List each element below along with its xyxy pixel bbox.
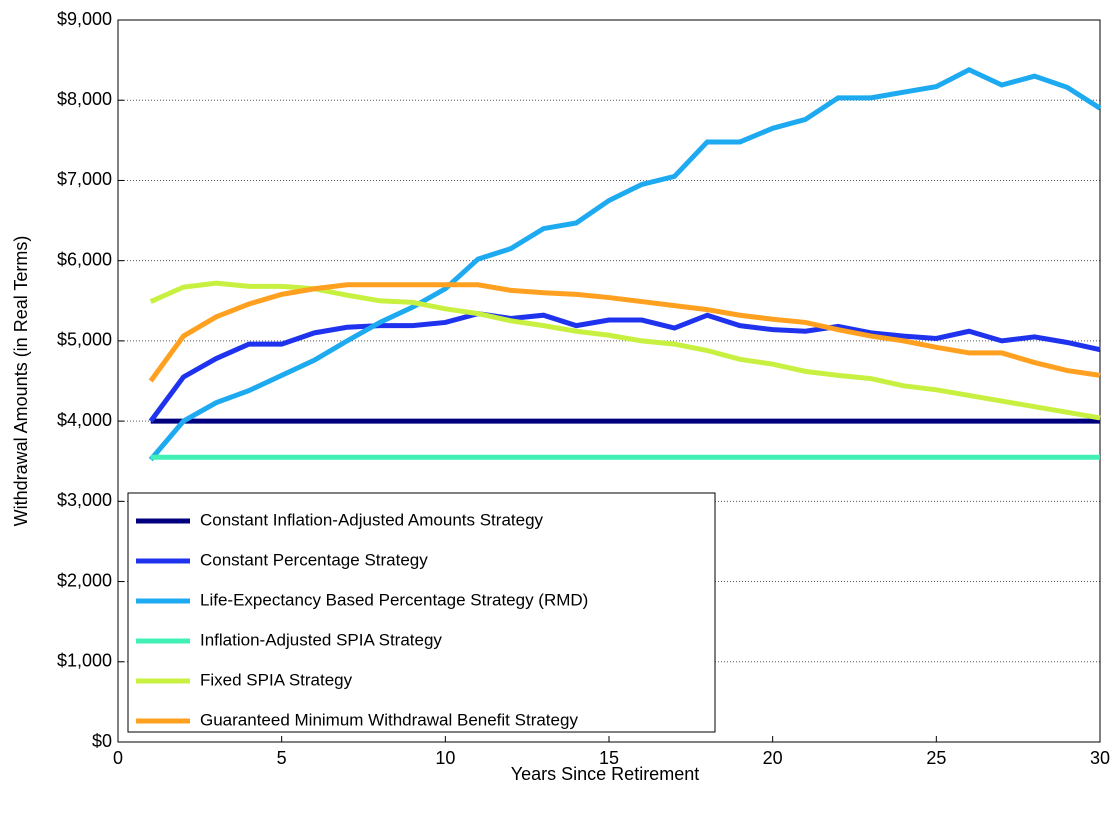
y-tick-label: $7,000	[57, 169, 112, 189]
y-tick-label: $2,000	[57, 570, 112, 590]
y-axis-label: Withdrawal Amounts (in Real Terms)	[11, 236, 31, 527]
x-tick-label: 10	[435, 748, 455, 768]
x-axis-label: Years Since Retirement	[511, 764, 699, 784]
x-tick-label: 20	[763, 748, 783, 768]
legend-label: Inflation-Adjusted SPIA Strategy	[200, 630, 442, 649]
plot-frame	[117, 19, 1101, 743]
line	[148, 311, 1101, 423]
legend-label: Constant Percentage Strategy	[200, 550, 428, 569]
y-tick-label: $8,000	[57, 89, 112, 109]
y-tick-label: $1,000	[57, 651, 112, 671]
legend-label: Fixed SPIA Strategy	[200, 670, 353, 689]
x-tick-label: 25	[926, 748, 946, 768]
y-tick-label: $9,000	[57, 9, 112, 29]
x-tick-label: 30	[1090, 748, 1110, 768]
y-tick-label: $5,000	[57, 330, 112, 350]
line	[148, 66, 1102, 462]
legend: Constant Inflation-Adjusted Amounts Stra…	[127, 492, 716, 733]
y-tick-label: $3,000	[57, 490, 112, 510]
legend-label: Constant Inflation-Adjusted Amounts Stra…	[200, 510, 544, 529]
legend-label: Guaranteed Minimum Withdrawal Benefit St…	[200, 710, 578, 729]
legend-box	[127, 492, 716, 733]
x-tick-label: 5	[277, 748, 287, 768]
line	[148, 282, 1101, 383]
y-tick-label: $6,000	[57, 249, 112, 269]
y-tick-label: $4,000	[57, 410, 112, 430]
y-tick-label: $0	[92, 731, 112, 751]
x-tick-label: 15	[599, 748, 619, 768]
legend-label: Life-Expectancy Based Percentage Strateg…	[200, 590, 588, 609]
x-tick-label: 0	[113, 748, 123, 768]
